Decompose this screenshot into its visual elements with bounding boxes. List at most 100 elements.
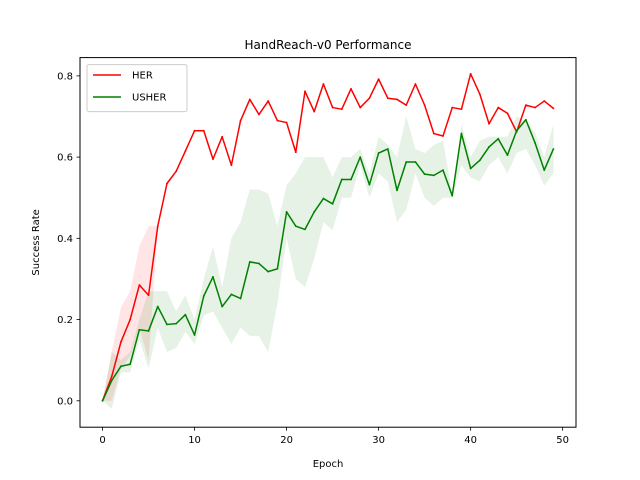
- point-usher: [340, 178, 343, 181]
- point-her: [469, 72, 472, 75]
- point-her: [230, 164, 233, 167]
- point-usher: [331, 202, 334, 205]
- point-usher: [322, 197, 325, 200]
- point-her: [451, 106, 454, 109]
- point-her: [120, 341, 122, 343]
- point-usher: [414, 161, 417, 163]
- point-usher: [221, 305, 224, 308]
- point-her: [350, 87, 352, 90]
- point-her: [285, 121, 288, 124]
- point-usher: [285, 211, 288, 213]
- point-usher: [432, 174, 435, 177]
- point-her: [460, 108, 463, 111]
- point-usher: [423, 173, 426, 176]
- x-tick-label: 30: [372, 435, 385, 446]
- point-her: [138, 284, 141, 286]
- point-her: [184, 150, 187, 152]
- point-her: [423, 104, 426, 107]
- band-usher: [102, 116, 554, 409]
- point-her: [110, 375, 113, 378]
- x-tick-label: 0: [99, 435, 105, 446]
- point-usher: [230, 293, 233, 296]
- point-usher: [488, 146, 490, 148]
- legend-label-her: HER: [132, 71, 153, 82]
- point-usher: [147, 330, 150, 332]
- point-her: [432, 132, 435, 135]
- point-usher: [184, 313, 187, 316]
- point-usher: [460, 132, 463, 135]
- point-usher: [166, 323, 168, 326]
- point-usher: [294, 225, 297, 228]
- point-usher: [442, 169, 444, 172]
- y-tick-label: 0.0: [57, 396, 73, 407]
- point-her: [524, 104, 527, 107]
- legend: HER USHER: [86, 64, 188, 113]
- point-usher: [202, 295, 205, 297]
- y-axis-ticks: 0.0 0.2 0.4 0.6 0.8: [57, 71, 80, 407]
- point-her: [248, 98, 251, 101]
- x-axis-label: Epoch: [313, 459, 344, 470]
- series-lines: [101, 72, 555, 402]
- point-usher: [359, 156, 362, 159]
- point-her: [258, 113, 260, 116]
- point-usher: [478, 159, 481, 162]
- point-her: [497, 106, 500, 109]
- line-her: [101, 73, 554, 402]
- point-her: [543, 100, 546, 102]
- point-usher: [543, 169, 546, 172]
- chart-title: HandReach-v0 Performance: [245, 38, 412, 52]
- point-her: [405, 104, 408, 107]
- point-her: [331, 106, 334, 109]
- point-usher: [451, 194, 454, 197]
- point-her: [414, 83, 417, 85]
- point-usher: [469, 167, 472, 170]
- point-usher: [377, 152, 380, 154]
- plot-frame: [79, 57, 577, 428]
- point-her: [377, 78, 380, 81]
- point-usher: [396, 189, 398, 192]
- point-usher: [193, 334, 196, 336]
- point-usher: [129, 363, 132, 366]
- point-usher: [248, 261, 251, 263]
- x-tick-label: 10: [188, 435, 201, 446]
- point-her: [175, 170, 178, 173]
- y-axis-label: Success Rate: [31, 209, 42, 275]
- point-usher: [212, 276, 214, 278]
- point-usher: [239, 297, 242, 300]
- point-her: [552, 107, 555, 110]
- point-usher: [497, 137, 500, 140]
- point-usher: [524, 118, 527, 121]
- point-usher: [175, 322, 178, 325]
- x-tick-label: 20: [280, 435, 293, 446]
- point-usher: [276, 267, 279, 270]
- y-tick-label: 0.6: [57, 153, 73, 164]
- point-her: [267, 100, 270, 102]
- point-her: [506, 112, 509, 115]
- point-her: [386, 97, 389, 100]
- point-her: [193, 129, 196, 132]
- point-her: [396, 98, 398, 101]
- point-her: [129, 318, 132, 321]
- point-her: [442, 135, 444, 137]
- y-tick-label: 0.8: [57, 71, 73, 82]
- point-usher: [304, 228, 306, 231]
- point-her: [368, 97, 371, 100]
- line-usher: [101, 118, 555, 402]
- point-usher: [101, 399, 104, 402]
- point-her: [166, 182, 168, 185]
- point-her: [534, 106, 536, 109]
- confidence-bands: [102, 73, 554, 409]
- point-her: [294, 151, 297, 154]
- legend-label-usher: USHER: [132, 93, 167, 104]
- point-her: [212, 158, 214, 161]
- point-her: [276, 119, 279, 122]
- point-her: [340, 108, 343, 111]
- point-her: [221, 135, 224, 138]
- point-her: [304, 90, 306, 93]
- point-usher: [267, 270, 270, 273]
- point-usher: [552, 148, 555, 150]
- point-usher: [258, 262, 260, 265]
- point-usher: [515, 129, 518, 132]
- point-her: [322, 83, 325, 85]
